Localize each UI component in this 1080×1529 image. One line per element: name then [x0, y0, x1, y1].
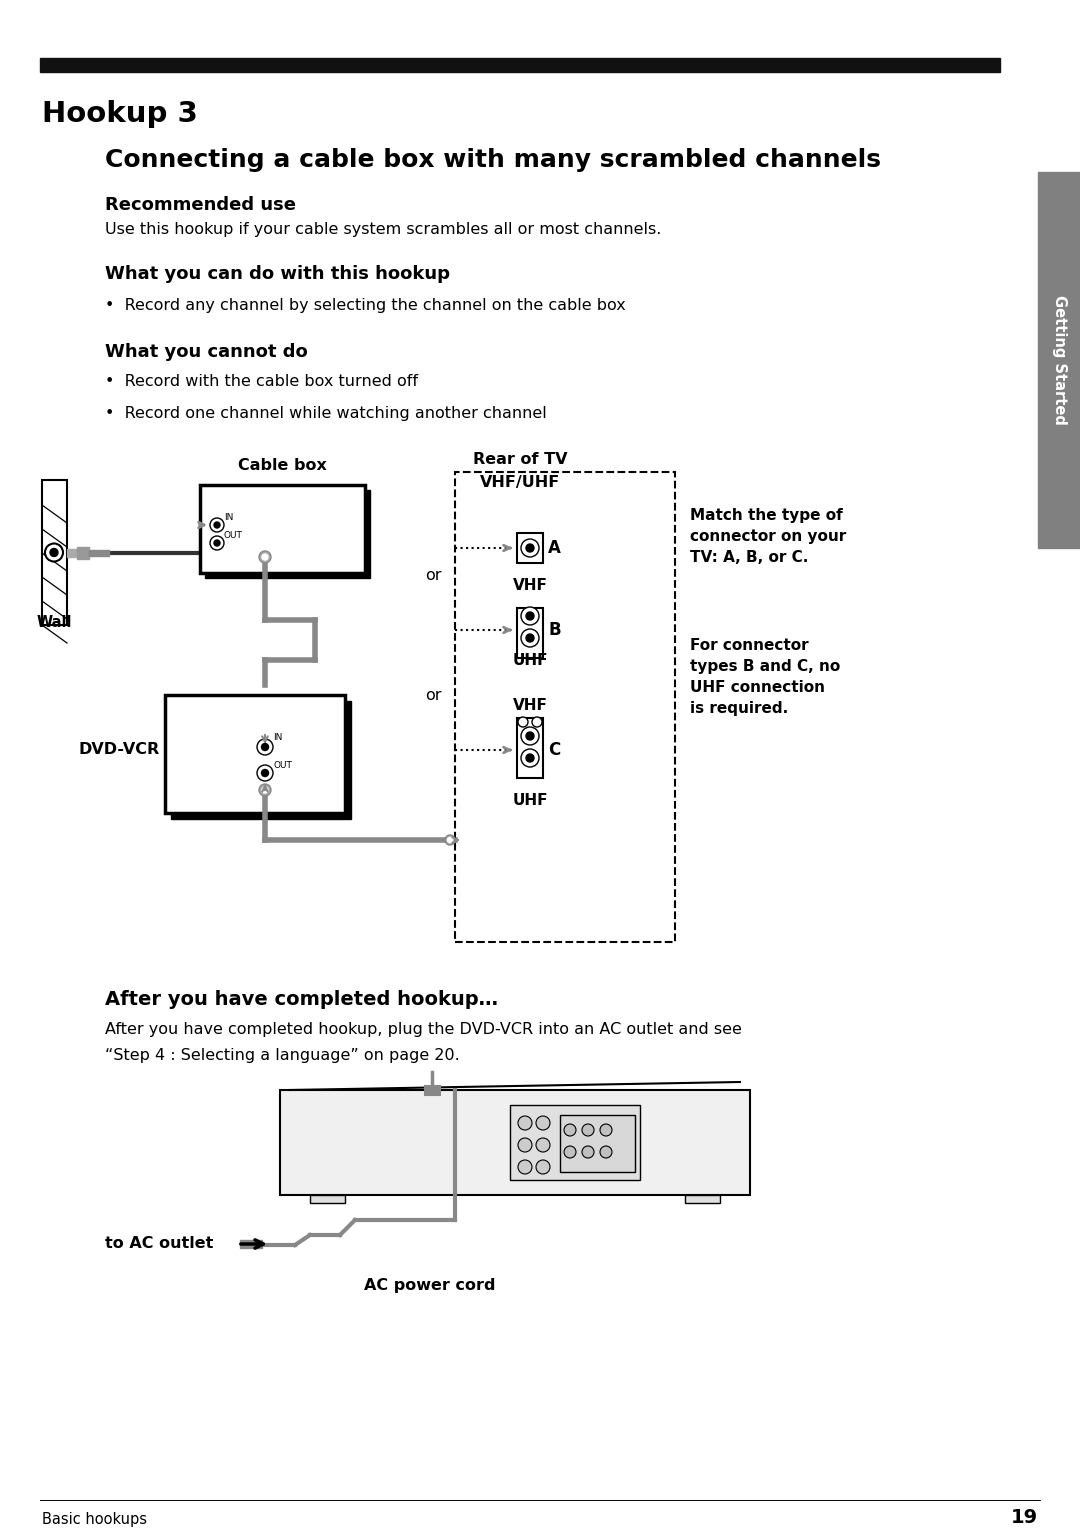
Text: AC power cord: AC power cord: [364, 1278, 496, 1294]
Circle shape: [261, 743, 269, 751]
Circle shape: [210, 518, 224, 532]
Bar: [1038, 171, 1080, 547]
Text: Connecting a cable box with many scrambled channels: Connecting a cable box with many scrambl…: [105, 148, 881, 171]
Circle shape: [526, 635, 534, 642]
Circle shape: [536, 1116, 550, 1130]
Text: B: B: [548, 621, 561, 639]
Bar: [240, 1240, 262, 1248]
Text: What you can do with this hookup: What you can do with this hookup: [105, 265, 450, 283]
Circle shape: [261, 769, 269, 777]
Text: After you have completed hookup, plug the DVD-VCR into an AC outlet and see: After you have completed hookup, plug th…: [105, 1021, 742, 1037]
Text: Basic hookups: Basic hookups: [42, 1512, 147, 1527]
Bar: [171, 700, 351, 820]
Bar: [205, 489, 370, 578]
Circle shape: [521, 726, 539, 745]
Text: or: or: [426, 688, 442, 702]
Circle shape: [600, 1124, 612, 1136]
Circle shape: [526, 612, 534, 619]
Circle shape: [262, 553, 268, 560]
Circle shape: [521, 749, 539, 768]
Text: After you have completed hookup…: After you have completed hookup…: [105, 989, 498, 1009]
Text: 19: 19: [1011, 1508, 1038, 1527]
Circle shape: [518, 1161, 532, 1174]
Bar: [42, 480, 67, 625]
Text: Rear of TV: Rear of TV: [473, 453, 567, 466]
Text: UHF: UHF: [512, 794, 548, 807]
Circle shape: [262, 787, 268, 794]
Text: DVD-VCR: DVD-VCR: [79, 742, 160, 757]
Circle shape: [518, 717, 528, 726]
Text: Use this hookup if your cable system scrambles all or most channels.: Use this hookup if your cable system scr…: [105, 222, 661, 237]
Bar: [165, 696, 345, 813]
Bar: [67, 549, 77, 557]
Circle shape: [600, 1147, 612, 1157]
Circle shape: [214, 521, 220, 528]
Text: A: A: [548, 540, 561, 557]
Text: What you cannot do: What you cannot do: [105, 342, 308, 361]
Circle shape: [526, 732, 534, 740]
Circle shape: [564, 1147, 576, 1157]
Text: C: C: [548, 742, 561, 758]
Bar: [77, 546, 89, 558]
Text: Match the type of
connector on your
TV: A, B, or C.: Match the type of connector on your TV: …: [690, 508, 847, 566]
Circle shape: [259, 784, 271, 797]
Text: IN: IN: [224, 514, 233, 521]
Circle shape: [45, 543, 63, 561]
Bar: [517, 534, 543, 563]
Circle shape: [526, 754, 534, 761]
Bar: [517, 719, 543, 778]
Text: IN: IN: [273, 732, 282, 742]
Bar: [561, 1115, 635, 1173]
Circle shape: [518, 1138, 532, 1151]
Bar: [310, 1196, 345, 1203]
Bar: [280, 1090, 750, 1196]
Text: For connector
types B and C, no
UHF connection
is required.: For connector types B and C, no UHF conn…: [690, 638, 840, 716]
Text: to AC outlet: to AC outlet: [105, 1237, 214, 1252]
Text: VHF: VHF: [513, 578, 548, 593]
Bar: [685, 1196, 720, 1203]
Circle shape: [257, 739, 273, 755]
Bar: [40, 58, 1000, 72]
Bar: [89, 549, 109, 555]
Circle shape: [257, 764, 273, 781]
Text: Hookup 3: Hookup 3: [42, 99, 198, 128]
Text: Wall: Wall: [37, 615, 71, 630]
Text: “Step 4 : Selecting a language” on page 20.: “Step 4 : Selecting a language” on page …: [105, 1047, 460, 1063]
Bar: [510, 1105, 640, 1180]
Circle shape: [564, 1124, 576, 1136]
Circle shape: [445, 835, 455, 846]
Circle shape: [536, 1161, 550, 1174]
Text: •  Record with the cable box turned off: • Record with the cable box turned off: [105, 375, 418, 388]
Bar: [455, 472, 675, 942]
Text: UHF: UHF: [512, 653, 548, 668]
Circle shape: [447, 838, 453, 842]
Text: •  Record any channel by selecting the channel on the cable box: • Record any channel by selecting the ch…: [105, 298, 625, 313]
Text: Cable box: Cable box: [238, 459, 327, 472]
Circle shape: [582, 1147, 594, 1157]
Text: VHF: VHF: [513, 699, 548, 713]
Circle shape: [210, 537, 224, 550]
Circle shape: [518, 1116, 532, 1130]
Text: or: or: [426, 567, 442, 583]
Circle shape: [536, 1138, 550, 1151]
Circle shape: [532, 717, 542, 726]
Bar: [200, 485, 365, 573]
Text: Recommended use: Recommended use: [105, 196, 296, 214]
Text: OUT: OUT: [273, 761, 292, 771]
Circle shape: [50, 549, 58, 557]
Text: Getting Started: Getting Started: [1052, 295, 1067, 425]
Circle shape: [582, 1124, 594, 1136]
Circle shape: [214, 540, 220, 546]
Circle shape: [521, 607, 539, 625]
Bar: [517, 609, 543, 657]
Text: •  Record one channel while watching another channel: • Record one channel while watching anot…: [105, 407, 546, 420]
Circle shape: [259, 550, 271, 563]
Text: OUT: OUT: [224, 531, 243, 540]
Circle shape: [521, 628, 539, 647]
Text: VHF/UHF: VHF/UHF: [480, 476, 561, 489]
Circle shape: [521, 540, 539, 557]
Circle shape: [526, 544, 534, 552]
